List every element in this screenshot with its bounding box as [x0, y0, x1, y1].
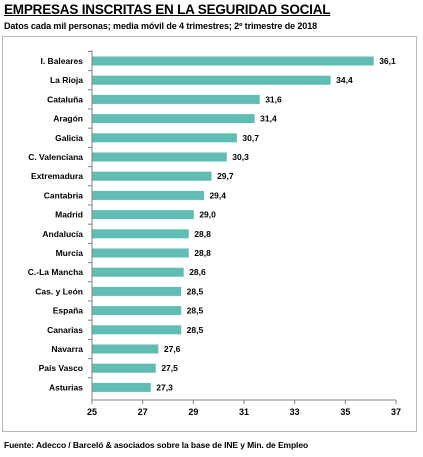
x-tick-label: 37 — [391, 407, 401, 417]
category-label: Cas. y León — [35, 286, 83, 296]
category-label: Canarias — [47, 325, 83, 335]
category-label: Asturias — [49, 382, 83, 392]
category-label: Aragón — [53, 114, 83, 124]
value-label: 27,3 — [156, 382, 173, 392]
chart-subtitle: Datos cada mil personas; media móvil de … — [4, 21, 318, 31]
value-label: 28,6 — [189, 267, 206, 277]
category-label: País Vasco — [39, 363, 83, 373]
bar — [92, 286, 182, 296]
bar — [92, 133, 237, 143]
category-label: Navarra — [51, 344, 83, 354]
category-label: C.-La Mancha — [28, 267, 84, 277]
value-label: 30,7 — [242, 133, 259, 143]
value-label: 30,3 — [232, 152, 249, 162]
value-label: 31,6 — [265, 94, 282, 104]
bar — [92, 363, 156, 373]
value-label: 28,8 — [194, 248, 211, 258]
bar — [92, 152, 227, 162]
category-label: I. Baleares — [40, 56, 83, 66]
x-tick-label: 33 — [290, 407, 300, 417]
value-label: 36,1 — [379, 56, 396, 66]
x-tick-label: 31 — [239, 407, 249, 417]
source-note: Fuente: Adecco / Barceló & asociados sob… — [4, 440, 309, 450]
category-label: Extremadura — [31, 171, 83, 181]
value-label: 28,5 — [187, 286, 204, 296]
category-label: España — [53, 306, 84, 316]
bar — [92, 306, 182, 316]
bar — [92, 114, 255, 124]
value-label: 27,6 — [164, 344, 181, 354]
category-label: Cantabria — [44, 190, 83, 200]
bar — [92, 210, 194, 220]
bar — [92, 382, 151, 392]
bar — [92, 75, 331, 85]
value-label: 29,0 — [199, 210, 216, 220]
category-label: C. Valenciana — [28, 152, 83, 162]
chart-title: EMPRESAS INSCRITAS EN LA SEGURIDAD SOCIA… — [4, 2, 331, 17]
bars-group: I. Baleares 36,1 La Rioja 34,4 Cataluña 31,6 A… — [28, 56, 396, 392]
value-label: 34,4 — [336, 75, 353, 85]
x-axis: 25 27 29 31 33 35 37 — [87, 50, 401, 417]
category-label: Galicia — [55, 133, 83, 143]
value-label: 31,4 — [260, 114, 277, 124]
value-label: 28,5 — [187, 325, 204, 335]
category-label: La Rioja — [50, 75, 83, 85]
category-label: Cataluña — [47, 94, 83, 104]
value-label: 28,8 — [194, 229, 211, 239]
x-tick-label: 27 — [138, 407, 148, 417]
value-label: 28,5 — [187, 306, 204, 316]
bar — [92, 248, 189, 258]
bar — [92, 229, 189, 239]
category-label: Murcia — [56, 248, 84, 258]
bar — [92, 344, 159, 354]
bar — [92, 325, 182, 335]
x-tick-label: 29 — [188, 407, 198, 417]
value-label: 27,5 — [161, 363, 178, 373]
category-label: Andalucía — [42, 229, 83, 239]
category-label: Madrid — [55, 210, 83, 220]
x-tick-label: 25 — [87, 407, 97, 417]
bar — [92, 171, 212, 181]
value-label: 29,4 — [209, 190, 226, 200]
bar — [92, 190, 204, 200]
bar — [92, 94, 260, 104]
bar — [92, 56, 374, 66]
chart-frame — [2, 36, 417, 432]
bar — [92, 267, 184, 277]
x-tick-label: 35 — [340, 407, 350, 417]
value-label: 29,7 — [217, 171, 234, 181]
